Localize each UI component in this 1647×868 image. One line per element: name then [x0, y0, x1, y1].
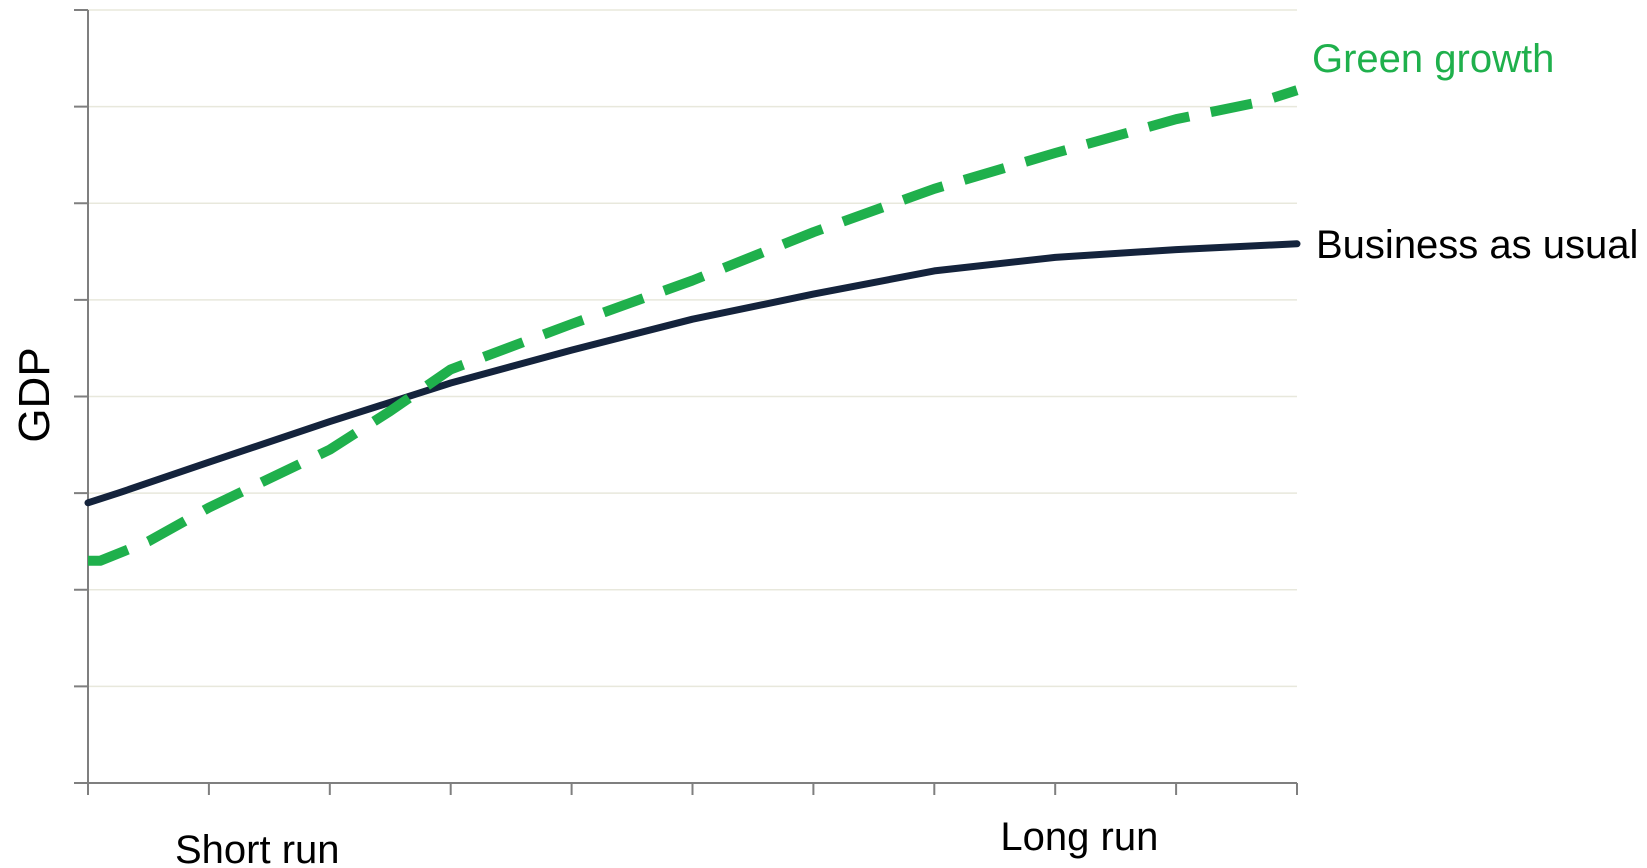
business-as-usual-line [84, 240, 1301, 507]
series-labels: Business as usual Green growth [1312, 37, 1638, 267]
axes [74, 9, 1298, 795]
series-lines [84, 85, 1301, 566]
green-growth-line [88, 85, 1299, 566]
x-label-long-run: Long run [1000, 815, 1158, 859]
series-label-business-as-usual: Business as usual [1316, 223, 1638, 267]
x-annotations: Short run Long run [175, 815, 1158, 868]
y-axis-label: GDP [10, 347, 59, 442]
gridlines [88, 9, 1297, 688]
series-label-green-growth: Green growth [1312, 37, 1554, 81]
x-label-short-run: Short run [175, 828, 340, 868]
